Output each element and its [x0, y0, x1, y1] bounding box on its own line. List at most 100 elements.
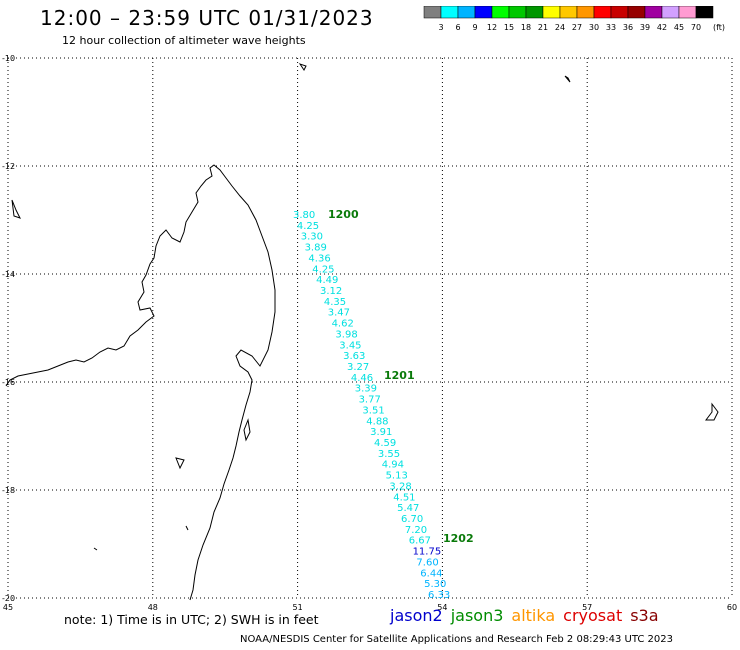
latitude-label: -14	[2, 270, 15, 279]
island-coastline	[93, 547, 98, 551]
pass-time-label: 1201	[384, 369, 415, 382]
swh-value: 6.33	[428, 590, 450, 601]
colorbar-swatch	[695, 6, 714, 19]
swh-value: 3.28	[389, 481, 411, 492]
madagascar-coastline	[5, 164, 276, 601]
island-coastline	[185, 525, 189, 531]
swh-value: 5.13	[386, 471, 408, 482]
swh-value: 4.59	[374, 438, 396, 449]
swh-value: 4.51	[393, 492, 415, 503]
island-coastline	[298, 63, 307, 71]
colorbar-swatch	[508, 6, 527, 19]
swh-value: 5.47	[397, 503, 419, 514]
swh-value: 3.39	[355, 384, 377, 395]
colorbar-tick-label: 39	[640, 23, 650, 32]
colorbar-swatch	[678, 6, 697, 19]
colorbar-swatch	[491, 6, 510, 19]
legend-item-s3a: s3a	[630, 606, 659, 625]
swh-value: 4.49	[316, 275, 338, 286]
legend-item-altika: altika	[511, 606, 556, 625]
swh-value: 4.46	[351, 373, 373, 384]
swh-value: 3.91	[370, 427, 392, 438]
colorbar-tick-label: 45	[674, 23, 684, 32]
swh-value: 3.98	[335, 329, 357, 340]
colorbar-swatch	[440, 6, 459, 19]
colorbar-tick-label: 30	[589, 23, 599, 32]
colorbar-tick-label: 18	[521, 23, 531, 32]
swh-value: 11.75	[413, 547, 442, 558]
colorbar-swatch	[423, 6, 442, 19]
swh-value: 7.20	[405, 525, 427, 536]
swh-value: 4.88	[366, 416, 388, 427]
colorbar-swatch	[644, 6, 663, 19]
island-coastline	[11, 199, 21, 219]
latitude-label: -10	[2, 54, 15, 63]
longitude-label: 60	[727, 603, 737, 612]
longitude-label: 45	[3, 603, 13, 612]
legend-item-cryosat: cryosat	[563, 606, 623, 625]
swh-value: 3.55	[378, 449, 400, 460]
map-title: 12:00 – 23:59 UTC 01/31/2023	[40, 6, 374, 30]
swh-value: 5.30	[424, 579, 446, 590]
swh-value: 6.44	[420, 568, 442, 579]
island-coastline	[564, 75, 571, 83]
colorbar-tick-label: 42	[657, 23, 667, 32]
satellite-legend: jason2 jason3 altika cryosat s3a	[390, 606, 667, 625]
credit-line: NOAA/NESDIS Center for Satellite Applica…	[240, 634, 673, 645]
colorbar-tick-label: 70	[691, 23, 701, 32]
swh-value: 3.45	[339, 340, 361, 351]
swh-value: 4.62	[332, 319, 354, 330]
colorbar-swatch	[457, 6, 476, 19]
colorbar-unit-label: (ft)	[713, 23, 725, 32]
colorbar-tick-label: 6	[455, 23, 460, 32]
swh-value: 3.30	[301, 232, 323, 243]
colorbar-tick-label: 21	[538, 23, 548, 32]
colorbar-swatch	[661, 6, 680, 19]
latitude-label: -20	[2, 594, 15, 603]
swh-values: 3.804.253.303.894.364.254.493.124.353.47…	[293, 210, 450, 601]
colorbar-swatch	[627, 6, 646, 19]
colorbar-tick-label: 12	[487, 23, 497, 32]
colorbar-swatch	[559, 6, 578, 19]
colorbar-tick-label: 36	[623, 23, 633, 32]
coastline	[5, 63, 719, 601]
colorbar-swatch	[542, 6, 561, 19]
color-scale-bar: 3 6 9 12 15 18 21 24 27 30 33 36 39 42 45 70 (ft)	[423, 6, 725, 32]
latitude-label: -16	[2, 378, 15, 387]
longitude-label: 54	[437, 603, 447, 612]
island-coastline	[175, 457, 185, 470]
colorbar-swatch	[576, 6, 595, 19]
note-text: note: 1) Time is in UTC; 2) SWH is in fe…	[64, 612, 319, 627]
latitude-label: -12	[2, 162, 15, 171]
swh-value: 3.47	[328, 308, 350, 319]
swh-value: 3.77	[359, 395, 381, 406]
longitude-label: 51	[293, 603, 303, 612]
swh-value: 3.27	[347, 362, 369, 373]
pass-time-label: 1202	[443, 532, 474, 545]
longitude-label: 48	[148, 603, 158, 612]
swh-value: 3.63	[343, 351, 365, 362]
island-coastline	[705, 402, 719, 421]
pass-time-label: 1200	[328, 208, 359, 221]
island-coastline	[243, 418, 251, 442]
swh-value: 6.67	[409, 536, 431, 547]
colorbar-swatch	[610, 6, 629, 19]
legend-item-jason3: jason3	[450, 606, 504, 625]
swh-value: 3.51	[362, 405, 384, 416]
colorbar-tick-label: 3	[438, 23, 443, 32]
colorbar-tick-label: 24	[555, 23, 565, 32]
map-subtitle: 12 hour collection of altimeter wave hei…	[62, 34, 306, 47]
swh-value: 3.12	[320, 286, 342, 297]
swh-value: 7.60	[416, 557, 438, 568]
pass-time-labels: 1200 1201 1202	[328, 208, 474, 545]
map-grid	[7, 57, 733, 599]
colorbar-swatch	[474, 6, 493, 19]
latitude-labels: -10 -12 -14 -16 -18 -20	[2, 54, 15, 603]
swh-value: 6.70	[401, 514, 423, 525]
swh-value: 4.35	[324, 297, 346, 308]
colorbar-tick-label: 27	[572, 23, 582, 32]
swh-value: 3.80	[293, 210, 315, 221]
longitude-labels: 45 48 51 54 57 60	[3, 603, 737, 612]
colorbar-tick-label: 9	[472, 23, 477, 32]
